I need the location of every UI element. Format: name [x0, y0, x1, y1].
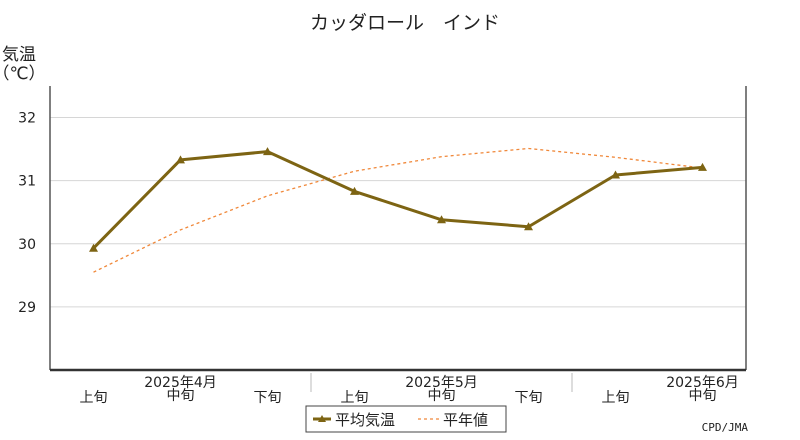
avg-point — [89, 243, 98, 252]
legend-avg-marker — [318, 415, 326, 422]
avg-point — [611, 170, 620, 179]
x-tick-label: 上旬 — [80, 390, 108, 406]
x-tick-label: 中旬 — [428, 388, 456, 404]
month-label: 2025年6月 — [666, 375, 739, 391]
series-avg-line — [92, 150, 703, 250]
legend-avg-label: 平均気温 — [335, 411, 395, 429]
avg-point — [350, 186, 359, 195]
month-label: 2025年5月 — [405, 375, 478, 391]
y-axis-label: 気温 — [2, 45, 36, 65]
y-tick-30: 30 — [18, 237, 36, 253]
legend-normal-label: 平年値 — [443, 411, 488, 429]
x-tick-label: 下旬 — [515, 390, 543, 406]
month-label: 2025年4月 — [144, 375, 217, 391]
y-tick-32: 32 — [18, 111, 36, 127]
credit-label: CPD/JMA — [702, 421, 749, 434]
gridlines — [50, 117, 746, 308]
legend-box — [305, 405, 507, 433]
y-tick-labels: 29 30 31 32 — [18, 111, 36, 316]
plot-frame — [49, 86, 747, 372]
avg-point — [524, 222, 533, 231]
avg-point — [437, 215, 446, 224]
avg-point — [176, 155, 185, 164]
y-tick-31: 31 — [18, 174, 36, 190]
x-tick-label: 上旬 — [341, 390, 369, 406]
x-tick-label: 中旬 — [167, 388, 195, 404]
y-axis-unit: （℃） — [0, 64, 46, 84]
avg-point — [263, 147, 272, 156]
x-tick-label: 上旬 — [602, 390, 630, 406]
legend: 平均気温 平年値 — [305, 405, 507, 433]
x-tick-label: 下旬 — [254, 390, 282, 406]
series-lines — [89, 147, 707, 273]
chart-title: カッダロール インド — [310, 12, 500, 34]
y-tick-29: 29 — [18, 300, 36, 316]
avg-point — [698, 162, 707, 171]
x-tick-label: 中旬 — [689, 388, 717, 404]
series-normal-line — [93, 147, 703, 273]
